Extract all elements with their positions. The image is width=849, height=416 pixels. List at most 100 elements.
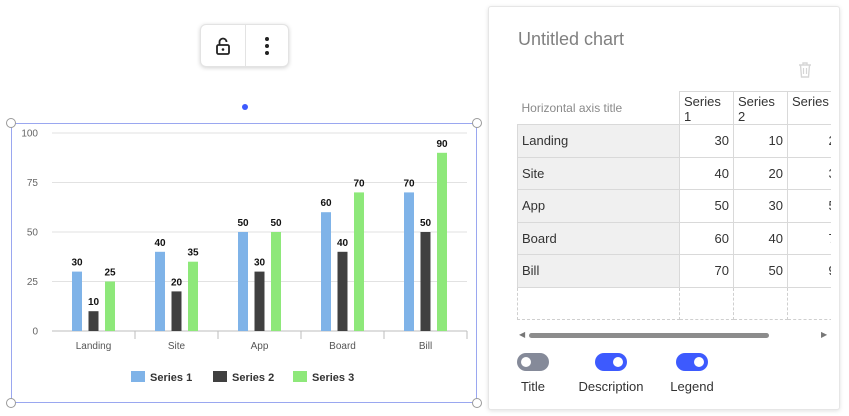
bar: [354, 192, 364, 331]
value-cell[interactable]: 30: [679, 124, 734, 158]
bar: [337, 251, 348, 331]
legend-switch[interactable]: [676, 353, 708, 371]
value-cell[interactable]: 25: [787, 124, 831, 158]
resize-handle-bottom-left[interactable]: [6, 398, 16, 408]
category-cell[interactable]: Board: [517, 221, 680, 255]
data-table: Horizontal axis title Series 1 Series 2 …: [517, 91, 831, 320]
bar: [238, 232, 248, 331]
x-tick-label: Site: [168, 341, 186, 352]
data-label: 60: [320, 198, 332, 209]
x-tick-label: Board: [329, 341, 356, 352]
value-cell[interactable]: 70: [679, 254, 734, 288]
data-label: 70: [353, 178, 365, 189]
legend-toggle[interactable]: Legend: [667, 353, 717, 394]
x-tick-label: Bill: [419, 341, 432, 352]
legend-swatch: [293, 371, 307, 382]
value-cell[interactable]: 30: [733, 189, 788, 223]
trash-icon: [799, 62, 811, 78]
y-tick-label: 25: [27, 277, 39, 288]
series-header-2[interactable]: Series 2: [733, 91, 788, 125]
resize-handle-top-right[interactable]: [472, 118, 482, 128]
data-label: 20: [171, 277, 183, 288]
bar: [88, 311, 99, 331]
title-toggle[interactable]: Title: [517, 353, 549, 394]
data-label: 50: [237, 218, 249, 229]
description-toggle-label: Description: [578, 379, 644, 394]
bar: [155, 251, 165, 331]
value-cell[interactable]: 50: [679, 189, 734, 223]
scroll-right-arrow-icon[interactable]: ▶: [821, 330, 828, 339]
value-cell[interactable]: 10: [733, 124, 788, 158]
value-cell[interactable]: 35: [787, 156, 831, 190]
resize-handle-top-left[interactable]: [6, 118, 16, 128]
bar: [437, 152, 447, 331]
data-label: 40: [154, 238, 166, 249]
category-cell[interactable]: Bill: [517, 254, 680, 288]
horizontal-scrollbar[interactable]: ◀ ▶: [517, 329, 829, 341]
bar: [188, 261, 198, 331]
scroll-left-arrow-icon[interactable]: ◀: [519, 330, 526, 339]
empty-cell[interactable]: [733, 286, 788, 320]
title-toggle-label: Title: [520, 379, 546, 394]
value-cell[interactable]: 50: [787, 189, 831, 223]
data-label: 40: [337, 238, 349, 249]
bar: [321, 212, 331, 331]
bar: [404, 192, 414, 331]
empty-cell[interactable]: [787, 286, 831, 320]
unlock-button[interactable]: [201, 25, 245, 66]
description-toggle[interactable]: Description: [573, 353, 649, 394]
value-cell[interactable]: 40: [679, 156, 734, 190]
series-header-1[interactable]: Series 1: [679, 91, 734, 125]
x-tick-label: Landing: [76, 341, 112, 352]
kebab-menu-icon: [264, 36, 269, 55]
rotate-handle[interactable]: [242, 104, 248, 110]
empty-cell[interactable]: [517, 286, 680, 320]
category-cell[interactable]: App: [517, 189, 680, 223]
bar: [72, 271, 82, 331]
category-cell[interactable]: Landing: [517, 124, 680, 158]
scrollbar-thumb[interactable]: [529, 333, 769, 338]
more-options-button[interactable]: [244, 25, 289, 66]
data-label: 70: [403, 178, 415, 189]
legend-toggle-label: Legend: [670, 379, 714, 394]
resize-handle-bottom-right[interactable]: [472, 398, 482, 408]
data-label: 35: [187, 248, 199, 259]
value-cell[interactable]: 50: [733, 254, 788, 288]
value-cell[interactable]: 70: [787, 221, 831, 255]
x-tick-label: App: [251, 341, 269, 352]
table-row: Bill 70 50 90: [517, 254, 831, 288]
value-cell[interactable]: 20: [733, 156, 788, 190]
data-label: 10: [88, 297, 100, 308]
chart-options: Title Description Legend: [517, 353, 837, 401]
chart-selection-frame[interactable]: [11, 123, 477, 403]
chart-title[interactable]: Untitled chart: [518, 29, 625, 49]
value-cell[interactable]: 90: [787, 254, 831, 288]
y-tick-label: 75: [27, 178, 39, 189]
legend-label: Series 1: [150, 372, 192, 384]
table-row-empty: [517, 286, 831, 320]
value-cell[interactable]: 40: [733, 221, 788, 255]
value-cell[interactable]: 60: [679, 221, 734, 255]
bar: [420, 232, 431, 331]
y-tick-label: 50: [27, 228, 39, 239]
delete-button[interactable]: [797, 61, 813, 84]
table-row: Landing 30 10 25: [517, 124, 831, 158]
data-label: 30: [71, 258, 83, 269]
data-label: 90: [436, 139, 448, 150]
chart-toolbar: [200, 24, 289, 67]
table-row: App 50 30 50: [517, 189, 831, 223]
title-switch[interactable]: [517, 353, 549, 371]
chart-editor-panel: Untitled chart Horizontal axis title Ser…: [488, 6, 840, 410]
description-switch[interactable]: [595, 353, 627, 371]
data-table-scroller[interactable]: Horizontal axis title Series 1 Series 2 …: [517, 91, 831, 325]
empty-cell[interactable]: [679, 286, 734, 320]
legend-swatch: [213, 371, 227, 382]
bar: [171, 291, 182, 331]
legend-swatch: [131, 371, 145, 382]
horizontal-axis-title-field[interactable]: Horizontal axis title: [521, 101, 623, 116]
legend-label: Series 3: [312, 372, 354, 384]
bar-chart[interactable]: 0 25 50 75 100 Landing 30 10 25 Site 40 20 35 App 50 30…: [0, 0, 480, 416]
table-row: Board 60 40 70: [517, 221, 831, 255]
series-header-3[interactable]: Series 3: [787, 91, 831, 125]
category-cell[interactable]: Site: [517, 156, 680, 190]
